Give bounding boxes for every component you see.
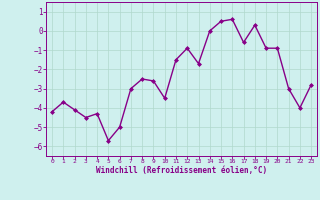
X-axis label: Windchill (Refroidissement éolien,°C): Windchill (Refroidissement éolien,°C)	[96, 166, 267, 175]
